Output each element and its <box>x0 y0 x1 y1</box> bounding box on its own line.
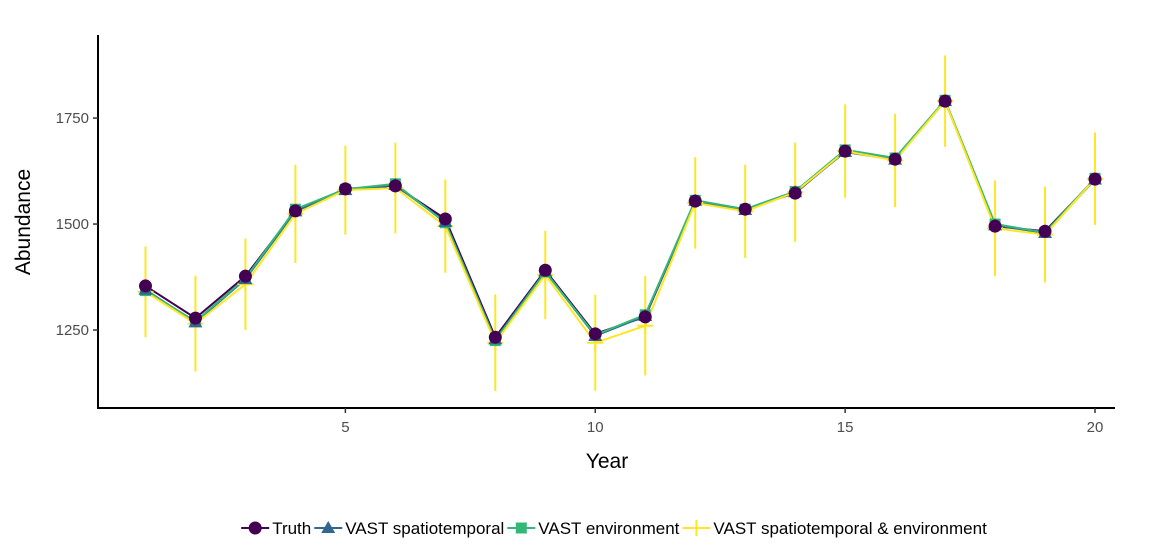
point <box>938 94 952 108</box>
y-axis-title: Abundance <box>12 169 35 275</box>
legend-marker <box>248 521 262 535</box>
y-tick-label: 1750 <box>56 110 89 127</box>
point <box>138 279 152 293</box>
point <box>438 212 452 226</box>
point <box>888 152 902 166</box>
legend-label: Truth <box>272 519 311 538</box>
x-tick-label: 10 <box>587 419 604 436</box>
point <box>1038 224 1052 238</box>
series-line <box>144 99 1096 345</box>
point <box>988 219 1002 233</box>
point <box>1088 172 1102 186</box>
x-tick-label: 15 <box>837 419 854 436</box>
x-tick-label: 5 <box>341 419 349 436</box>
legend: Truth VAST spatiotemporal VAST environment… <box>241 519 987 538</box>
legend-marker <box>321 521 336 533</box>
point <box>538 263 552 277</box>
point <box>588 327 602 341</box>
point <box>838 144 852 158</box>
y-tick-label: 1500 <box>56 216 89 233</box>
point <box>288 204 302 218</box>
y-tick-label: 1250 <box>56 322 89 339</box>
point <box>188 311 202 325</box>
legend-label: VAST spatiotemporal <box>345 519 504 538</box>
point <box>388 179 402 193</box>
legend-marker <box>515 522 527 534</box>
legend-label: VAST environment <box>538 519 679 538</box>
point <box>788 186 802 200</box>
legend-label: VAST spatiotemporal & environment <box>713 519 987 538</box>
point <box>238 269 252 283</box>
point <box>638 310 652 324</box>
point <box>688 194 702 208</box>
point <box>488 330 502 344</box>
point <box>338 182 352 196</box>
point <box>738 202 752 216</box>
x-axis-title: Year <box>586 450 628 473</box>
legend-marker <box>688 520 705 536</box>
x-tick-label: 20 <box>1087 419 1104 436</box>
